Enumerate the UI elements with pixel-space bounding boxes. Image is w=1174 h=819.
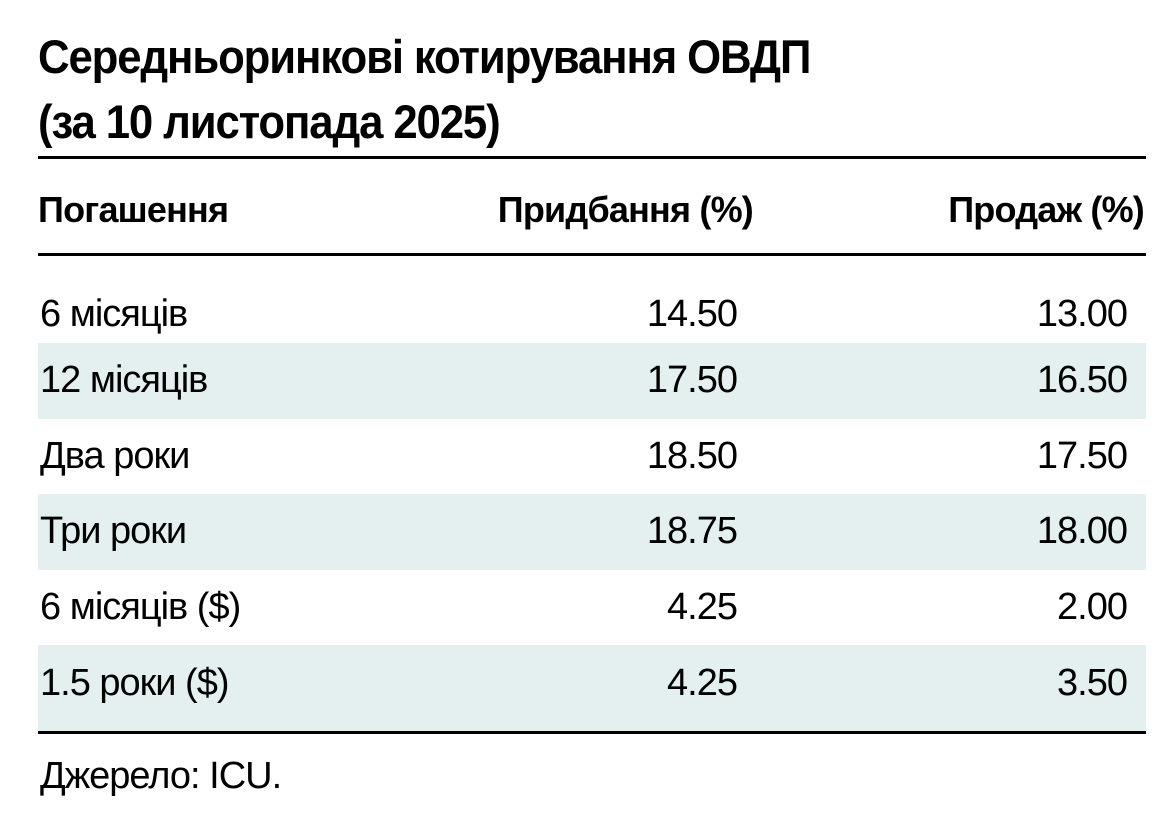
row-label: 1.5 роки ($) [40, 661, 230, 704]
row-shade [38, 494, 1146, 570]
rule [38, 253, 1146, 256]
cell-value: 13.00 [1036, 293, 1128, 335]
cell-value: 3.50 [1057, 661, 1128, 704]
row-shade [38, 645, 1146, 732]
cell-value: 17.50 [1036, 434, 1128, 477]
row-label: 6 місяців [40, 293, 188, 335]
cell-value: 4.25 [667, 585, 738, 628]
source: Джерело: ICU. [40, 755, 282, 797]
column-header: Погашення [38, 189, 229, 230]
cell-value: 18.00 [1036, 510, 1128, 552]
rule [38, 156, 1146, 159]
title-line: Середньоринкові котирування ОВДП [38, 30, 811, 83]
cell-value: 16.50 [1036, 359, 1128, 401]
cell-value: 18.50 [646, 434, 738, 477]
row-label: 6 місяців ($) [40, 585, 241, 628]
row-label: Два роки [40, 434, 190, 477]
title-line: (за 10 листопада 2025) [38, 95, 501, 148]
cell-value: 2.00 [1057, 585, 1128, 628]
column-header: Придбання (%) [497, 189, 754, 230]
cell-value: 14.50 [646, 293, 738, 335]
cell-value: 17.50 [646, 359, 738, 401]
cell-value: 18.75 [646, 510, 738, 552]
cell-value: 4.25 [667, 661, 738, 704]
column-header: Продаж (%) [948, 189, 1145, 230]
rule [38, 731, 1146, 734]
row-label: 12 місяців [40, 359, 208, 401]
row-label: Три роки [40, 510, 187, 552]
row-shade [38, 343, 1146, 419]
